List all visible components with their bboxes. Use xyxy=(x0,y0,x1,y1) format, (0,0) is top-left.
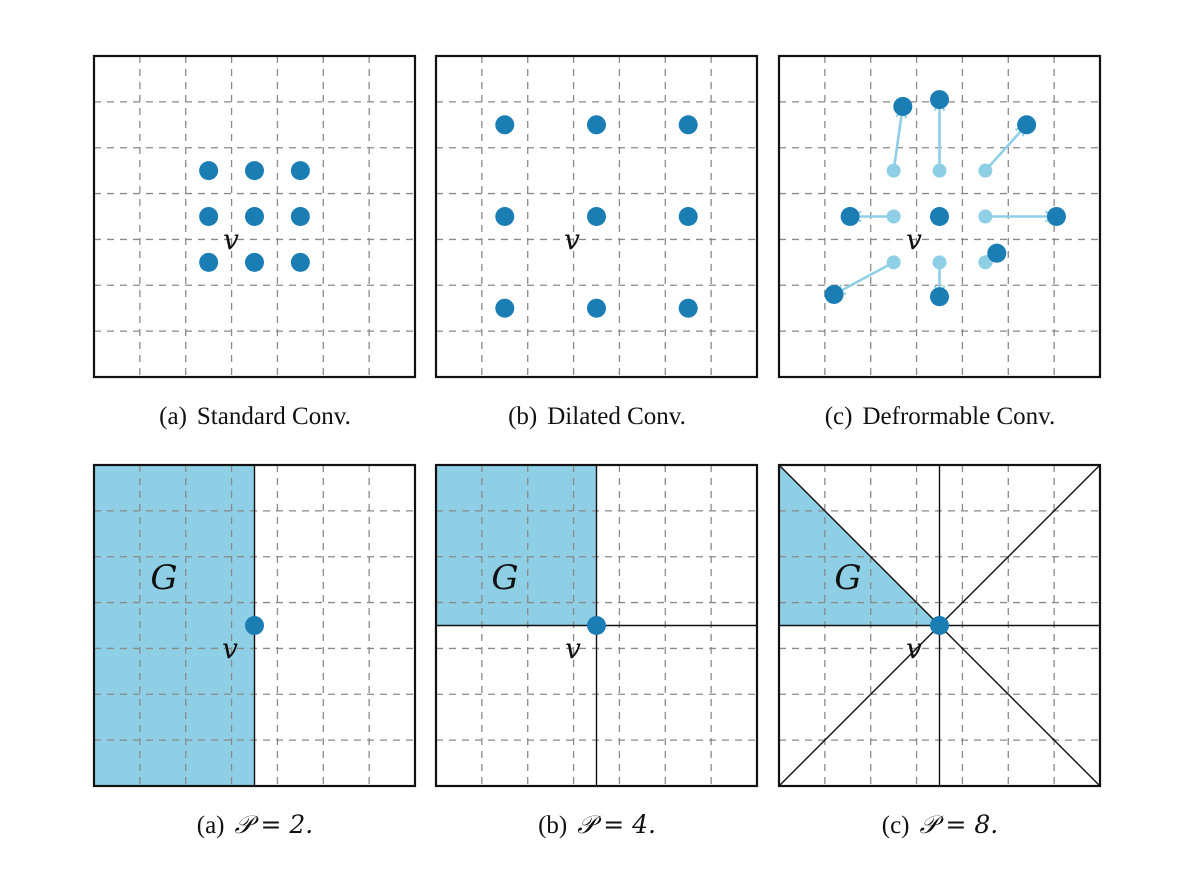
deformed-dot xyxy=(1046,207,1066,226)
sample-dot xyxy=(587,298,606,318)
region-g-p2 xyxy=(94,465,255,786)
sample-dot xyxy=(495,115,515,135)
sample-dot xyxy=(199,207,219,226)
base-dot xyxy=(978,163,993,178)
caption-tag: (a) xyxy=(197,812,225,839)
caption-p8: (c) 𝒫 = 8. xyxy=(882,810,998,839)
sample-dot xyxy=(245,252,264,272)
sample-dot xyxy=(245,207,264,226)
partition-lines xyxy=(253,464,1101,787)
caption-tag: (b) xyxy=(508,403,537,430)
base-dot xyxy=(886,255,901,270)
center-dot xyxy=(245,616,264,635)
panel-p8-center-label: v xyxy=(906,632,922,665)
sample-dot xyxy=(495,207,515,226)
caption-tag: (c) xyxy=(882,812,910,839)
caption-p2: (a) 𝒫 = 2. xyxy=(197,810,313,839)
panel-frame-partition-p8 xyxy=(777,463,1102,788)
caption-text: Defrormable Conv. xyxy=(862,403,1055,430)
panel-c-center-label: v xyxy=(906,223,922,256)
sample-dot xyxy=(495,298,515,318)
base-dot xyxy=(978,209,993,224)
caption-math: 𝒫 = 4. xyxy=(577,810,656,839)
panel-a-center-label: v xyxy=(223,223,239,256)
deformed-dot xyxy=(840,207,860,226)
deformed-dot xyxy=(1017,115,1037,135)
panel-frame-partition-p4 xyxy=(434,463,759,788)
deformed-dot xyxy=(930,207,949,226)
offset-arrow xyxy=(984,126,1026,172)
caption-standard-conv: (a) Standard Conv. xyxy=(159,403,351,430)
sampling-dots xyxy=(199,90,1066,635)
sample-dot xyxy=(678,207,698,226)
sample-dot xyxy=(678,298,698,318)
offset-arrow xyxy=(892,109,904,171)
panel-frame-dilated-conv xyxy=(434,54,759,379)
panel-frame-partition-p2 xyxy=(92,463,417,788)
caption-tag: (b) xyxy=(538,812,567,839)
panel-p2-region-label: G xyxy=(150,558,177,598)
panel-p4-center-label: v xyxy=(565,632,581,665)
base-dot xyxy=(886,163,901,178)
sample-dot xyxy=(290,161,310,181)
base-dot xyxy=(886,209,901,224)
base-dot xyxy=(932,163,947,178)
panel-frame-deformable-conv xyxy=(777,54,1102,379)
center-dot xyxy=(930,616,949,635)
sample-dot xyxy=(245,161,264,181)
panel-p2-center-label: v xyxy=(222,632,238,665)
caption-p4: (b) 𝒫 = 4. xyxy=(538,810,656,839)
sample-dot xyxy=(587,115,606,135)
caption-text: Dilated Conv. xyxy=(547,403,686,430)
caption-text: Standard Conv. xyxy=(197,403,351,430)
deformed-dot xyxy=(893,96,913,116)
region-g-p4 xyxy=(436,465,597,626)
deformed-dot xyxy=(930,90,949,110)
offset-arrow xyxy=(836,261,895,295)
caption-tag: (a) xyxy=(159,403,187,430)
base-dot xyxy=(932,255,947,270)
center-dot xyxy=(587,616,606,635)
caption-math: 𝒫 = 2. xyxy=(235,810,314,839)
deformed-dot xyxy=(930,287,949,307)
sample-dot xyxy=(678,115,698,135)
panel-b-center-label: v xyxy=(564,223,580,256)
caption-math: 𝒫 = 8. xyxy=(920,810,999,839)
base-dot xyxy=(978,255,993,270)
panel-p4-region-label: G xyxy=(491,558,518,598)
caption-dilated-conv: (b) Dilated Conv. xyxy=(508,403,686,430)
caption-deformable-conv: (c) Defrormable Conv. xyxy=(825,403,1056,430)
caption-tag: (c) xyxy=(825,403,853,430)
sample-dot xyxy=(199,252,219,272)
sample-dot xyxy=(587,207,606,226)
panel-frame-standard-conv xyxy=(92,54,417,379)
sample-dot xyxy=(290,207,310,226)
sample-dot xyxy=(290,252,310,272)
sample-dot xyxy=(199,161,219,181)
deformed-dot xyxy=(987,243,1007,263)
panel-p8-region-label: G xyxy=(834,558,861,598)
deformed-dot xyxy=(824,284,844,304)
panel-frames xyxy=(92,54,1102,788)
